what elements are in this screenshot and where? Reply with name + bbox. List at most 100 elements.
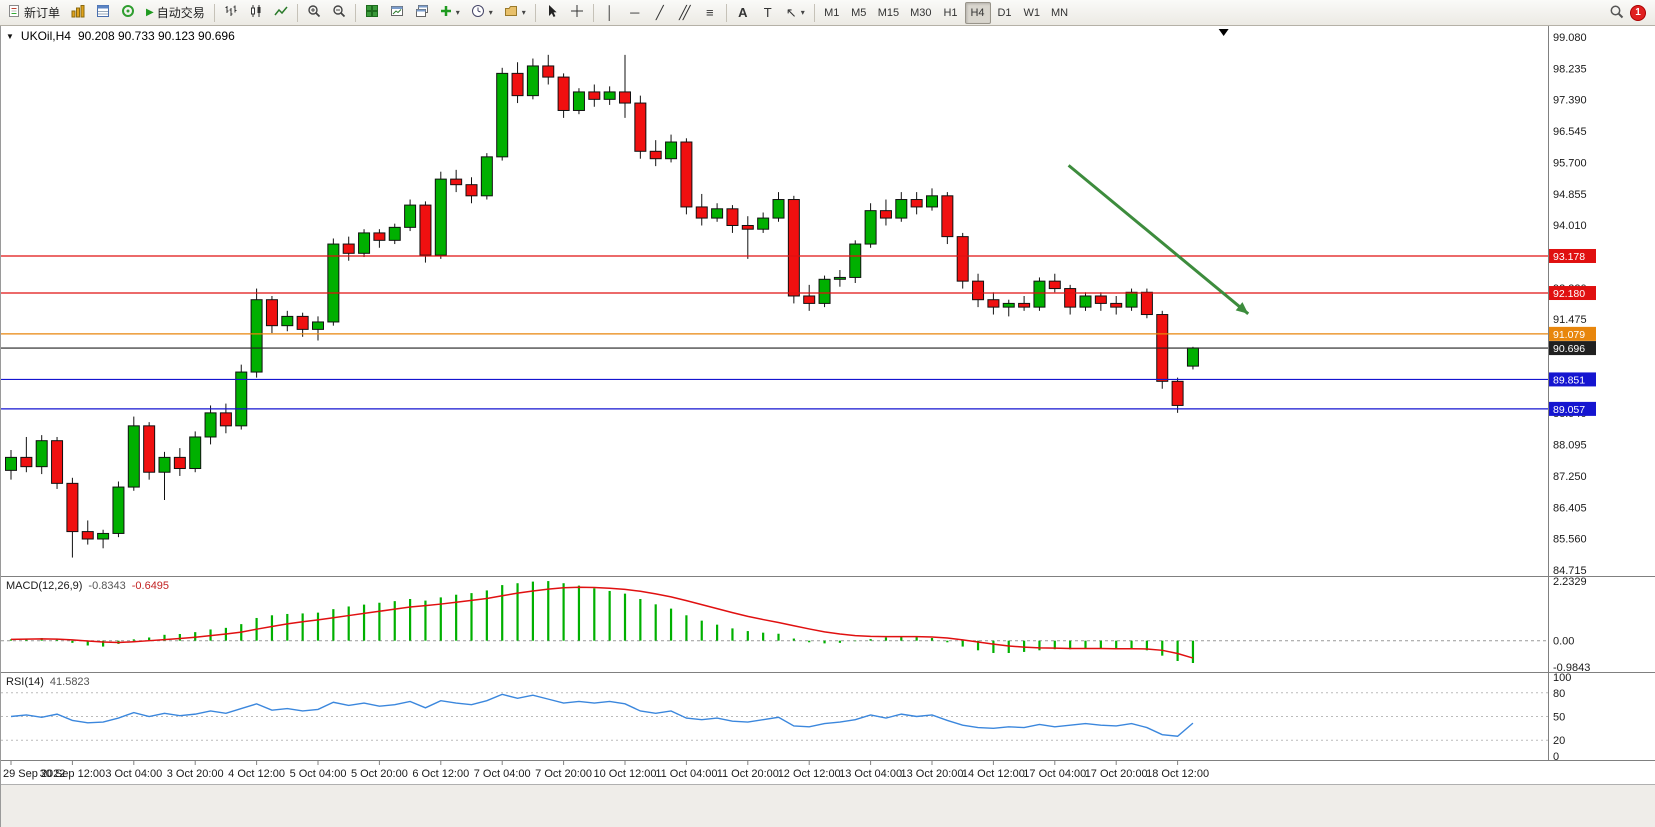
price-axis[interactable]: 99.080 98.235 97.390 96.545 95.700 94.855 94.0… <box>1548 26 1655 784</box>
timeframe-mn-button[interactable]: MN <box>1051 6 1069 19</box>
macd-signal-value: -0.6495 <box>131 580 170 592</box>
svg-text:94.010: 94.010 <box>1553 220 1587 232</box>
macd-main-value: -0.8343 <box>88 580 126 592</box>
svg-text:0: 0 <box>1553 751 1559 763</box>
svg-text:-0.9843: -0.9843 <box>1553 662 1590 674</box>
timeframe-h1-button[interactable]: H1 <box>943 6 958 19</box>
timeframe-m15-button[interactable]: M15 <box>877 6 900 19</box>
svg-text:30 Sep 12:00: 30 Sep 12:00 <box>40 768 105 780</box>
horizontal-line-icon: ─ <box>630 5 640 20</box>
svg-text:89.057: 89.057 <box>1553 404 1585 416</box>
new-order-button[interactable]: 新订单 <box>3 2 65 24</box>
svg-text:85.560: 85.560 <box>1553 534 1587 546</box>
arrow-tools-button[interactable]: ↖ ▾ <box>781 2 810 24</box>
search-button[interactable] <box>1604 2 1629 24</box>
svg-text:3 Oct 20:00: 3 Oct 20:00 <box>167 768 224 780</box>
vertical-line-button[interactable]: │ <box>598 2 622 24</box>
candlestick-chart-icon <box>249 4 263 21</box>
market-watch-button[interactable] <box>66 2 90 24</box>
crosshair-icon <box>570 4 584 21</box>
dropdown-arrow-icon: ▾ <box>488 8 493 17</box>
notification-badge[interactable]: 1 <box>1630 4 1646 21</box>
horizontal-line-button[interactable]: ─ <box>623 2 647 24</box>
rsi-pane: 100 80 50 20 0 <box>1 672 1571 763</box>
svg-text:92.180: 92.180 <box>1553 288 1585 300</box>
channel-button[interactable]: ╱╱ <box>673 2 697 24</box>
svg-text:7 Oct 04:00: 7 Oct 04:00 <box>474 768 531 780</box>
toolbar-separator <box>813 3 815 22</box>
indicators-button[interactable]: ▾ <box>435 2 465 24</box>
svg-text:0.00: 0.00 <box>1553 636 1574 648</box>
line-chart-button[interactable] <box>269 2 293 24</box>
svg-text:17 Oct 20:00: 17 Oct 20:00 <box>1085 768 1148 780</box>
trend-arrow[interactable] <box>1067 164 1250 315</box>
macd-indicator-label: MACD(12,26,9) -0.8343 -0.6495 <box>6 580 169 592</box>
navigator-button[interactable] <box>116 2 140 24</box>
auto-trading-button[interactable]: ▶ 自动交易 <box>141 2 210 24</box>
bar-chart-button[interactable] <box>219 2 243 24</box>
svg-text:95.700: 95.700 <box>1553 157 1587 169</box>
candlestick-chart-button[interactable] <box>244 2 268 24</box>
chart-shift-marker[interactable] <box>1218 29 1229 36</box>
svg-text:100: 100 <box>1553 672 1571 684</box>
horizontal-level-lines[interactable] <box>1 255 1548 410</box>
text-tool-button[interactable]: A <box>731 2 755 24</box>
arrow-tool-icon: ↖ <box>785 5 797 20</box>
svg-text:14 Oct 12:00: 14 Oct 12:00 <box>962 768 1025 780</box>
data-window-button[interactable] <box>91 2 115 24</box>
svg-text:20: 20 <box>1553 735 1565 747</box>
cursor-icon <box>546 4 558 21</box>
candles <box>5 54 1199 558</box>
svg-text:86.405: 86.405 <box>1553 502 1587 514</box>
toolbar: 新订单 ▶ 自动交易 ▾ ▾ <box>0 0 1655 26</box>
vertical-line-icon: │ <box>605 5 614 20</box>
cursor-button[interactable] <box>540 2 564 24</box>
svg-text:13 Oct 20:00: 13 Oct 20:00 <box>901 768 964 780</box>
dropdown-arrow-icon: ▾ <box>521 8 526 17</box>
timeframe-m30-button[interactable]: M30 <box>910 6 932 19</box>
timeframe-w1-button[interactable]: W1 <box>1023 6 1041 19</box>
cascade-windows-button[interactable] <box>410 2 434 24</box>
new-chart-window-button[interactable] <box>385 2 409 24</box>
tile-windows-button[interactable] <box>360 2 384 24</box>
chart-window: 99.080 98.235 97.390 96.545 95.700 94.855 94.0… <box>0 26 1655 827</box>
chart-canvas[interactable]: 99.080 98.235 97.390 96.545 95.700 94.855 94.0… <box>1 26 1655 827</box>
svg-text:5 Oct 04:00: 5 Oct 04:00 <box>290 768 347 780</box>
timeframe-m5-button[interactable]: M5 <box>851 6 867 19</box>
crosshair-button[interactable] <box>565 2 589 24</box>
trendline-button[interactable]: ╱ <box>648 2 672 24</box>
svg-text:97.390: 97.390 <box>1553 95 1587 107</box>
zoom-out-button[interactable] <box>327 2 351 24</box>
svg-text:3 Oct 04:00: 3 Oct 04:00 <box>105 768 162 780</box>
svg-text:99.080: 99.080 <box>1553 32 1587 44</box>
tile-windows-icon <box>365 4 379 21</box>
auto-trading-play-icon: ▶ <box>146 6 154 18</box>
timeframe-m1-button[interactable]: M1 <box>824 6 840 19</box>
symbol-timeframe-label: UKOil,H4 <box>20 29 71 43</box>
svg-text:98.235: 98.235 <box>1553 63 1587 75</box>
rsi-indicator-label: RSI(14) 41.5823 <box>6 676 90 688</box>
templates-icon <box>504 4 518 21</box>
svg-text:94.855: 94.855 <box>1553 189 1587 201</box>
ohlc-values: 90.208 90.733 90.123 90.696 <box>77 29 235 43</box>
one-click-trading-collapse-icon[interactable]: ▼ <box>6 31 14 41</box>
zoom-in-button[interactable] <box>302 2 326 24</box>
cascade-windows-icon <box>415 4 429 21</box>
svg-text:91.079: 91.079 <box>1553 329 1585 341</box>
svg-text:11 Oct 04:00: 11 Oct 04:00 <box>655 768 717 780</box>
svg-text:11 Oct 20:00: 11 Oct 20:00 <box>717 768 779 780</box>
periods-button[interactable]: ▾ <box>466 2 498 24</box>
svg-text:87.250: 87.250 <box>1553 471 1587 483</box>
fibonacci-button[interactable]: ≡ <box>698 2 722 24</box>
macd-name: MACD(12,26,9) <box>6 580 83 592</box>
svg-text:29 Sep 2022: 29 Sep 2022 <box>3 768 65 780</box>
timeframe-h4-button[interactable]: H4 <box>964 1 991 24</box>
svg-text:12 Oct 12:00: 12 Oct 12:00 <box>778 768 841 780</box>
text-label-tool-button[interactable]: T <box>756 2 780 24</box>
data-window-icon <box>96 4 110 21</box>
timeframe-d1-button[interactable]: D1 <box>997 6 1012 19</box>
dropdown-arrow-icon: ▾ <box>455 8 460 17</box>
zoom-in-icon <box>307 4 321 21</box>
templates-button[interactable]: ▾ <box>499 2 531 24</box>
